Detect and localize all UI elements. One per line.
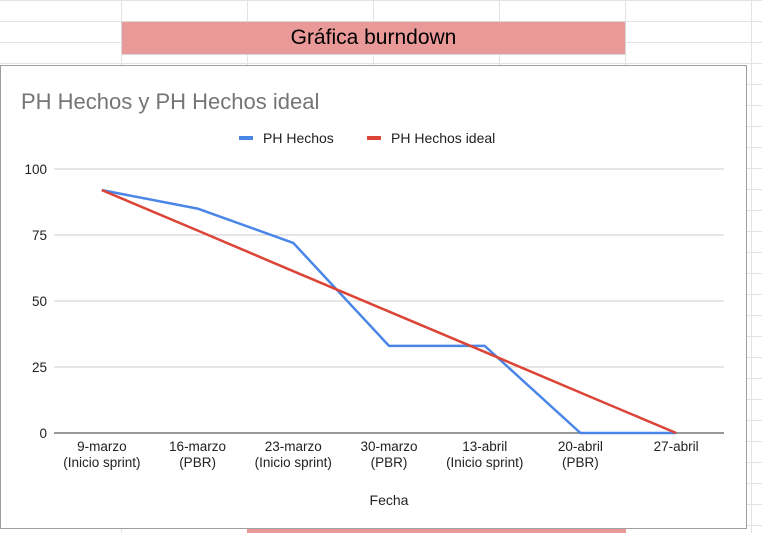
sheet-highlighted-cell	[247, 527, 626, 533]
y-tick-label: 100	[24, 162, 47, 177]
chart-gridlines	[54, 168, 724, 434]
series-line-1[interactable]	[101, 188, 677, 435]
x-tick-label: 9-marzo (Inicio sprint)	[63, 439, 140, 470]
chart-card[interactable]: PH Hechos y PH Hechos ideal PH Hechos PH …	[0, 65, 747, 529]
x-tick-label: 30-marzo (PBR)	[360, 439, 417, 470]
x-axis-title: Fecha	[370, 492, 409, 508]
y-tick-label: 75	[32, 228, 47, 243]
series-line-2[interactable]	[101, 188, 677, 435]
chart-title: PH Hechos y PH Hechos ideal	[21, 89, 319, 114]
x-tick-label: 16-marzo (PBR)	[169, 439, 226, 470]
x-axis-ticks: 9-marzo (Inicio sprint) 16-marzo (PBR) 23-ma…	[63, 439, 698, 470]
burndown-chart: PH Hechos y PH Hechos ideal PH Hechos PH …	[21, 89, 724, 508]
chart-legend: PH Hechos PH Hechos ideal	[239, 130, 495, 146]
x-tick-label: 23-marzo (Inicio sprint)	[255, 439, 332, 470]
x-tick-label: 20-abril (PBR)	[558, 439, 603, 470]
sheet-header-title: Gráfica burndown	[290, 26, 457, 49]
x-tick-label: 13-abril (Inicio sprint)	[446, 439, 523, 470]
y-tick-label: 25	[32, 360, 47, 375]
chart-series	[101, 188, 677, 435]
legend-label: PH Hechos	[263, 130, 334, 146]
legend-label: PH Hechos ideal	[391, 130, 495, 146]
sheet-header-cell[interactable]: Gráfica burndown	[121, 21, 626, 55]
y-axis-ticks: 0 25 50 75 100	[24, 162, 47, 441]
y-tick-label: 50	[32, 294, 47, 309]
x-tick-label: 27-abril	[654, 439, 699, 454]
y-tick-label: 0	[39, 426, 47, 441]
